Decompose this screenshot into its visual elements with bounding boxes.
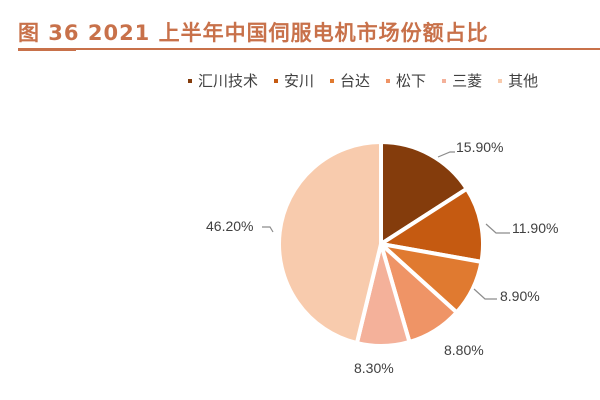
data-label: 8.30% [354, 360, 394, 376]
legend-swatch-icon [188, 78, 192, 83]
data-label: 11.90% [512, 220, 558, 236]
leader-line [262, 226, 274, 233]
title-underline [18, 48, 600, 50]
legend-swatch-icon [498, 78, 503, 83]
data-label: 15.90% [456, 139, 503, 155]
leader-line [485, 223, 510, 234]
leader-line [473, 288, 497, 300]
legend-label: 汇川技术 [198, 72, 259, 90]
legend-item-mitsubishi: 三菱 [442, 70, 482, 91]
legend-label: 其他 [508, 72, 539, 90]
legend-label: 三菱 [452, 72, 483, 90]
legend-label: 安川 [284, 72, 315, 90]
legend-item-others: 其他 [498, 70, 538, 91]
data-label: 8.90% [500, 288, 540, 304]
pie-slice-汇川技术 [379, 140, 469, 246]
legend-label: 松下 [396, 72, 427, 90]
legend-item-yaskawa: 安川 [274, 70, 314, 91]
chart-legend: 汇川技术 安川 台达 松下 三菱 其他 [188, 70, 538, 91]
legend-item-panasonic: 松下 [386, 70, 426, 91]
leader-line [437, 151, 455, 158]
pie-slices [277, 140, 485, 348]
legend-swatch-icon [330, 78, 335, 83]
legend-item-delta: 台达 [330, 70, 370, 91]
legend-swatch-icon [386, 78, 391, 83]
legend-label: 台达 [340, 72, 371, 90]
data-labels: 15.90% 11.90% 8.90% 8.80% 8.30% 46.20% [206, 139, 558, 376]
legend-swatch-icon [442, 78, 447, 83]
data-label: 46.20% [206, 218, 253, 234]
pie-slice-其他 [277, 140, 383, 346]
legend-item-huichuan: 汇川技术 [188, 70, 258, 91]
title-underline-accent [18, 48, 76, 51]
chart-title: 图 36 2021 上半年中国伺服电机市场份额占比 [18, 21, 489, 45]
data-label: 8.80% [444, 342, 484, 358]
legend-swatch-icon [274, 78, 279, 83]
leader-lines [262, 151, 510, 300]
pie-slice-安川 [379, 186, 485, 264]
